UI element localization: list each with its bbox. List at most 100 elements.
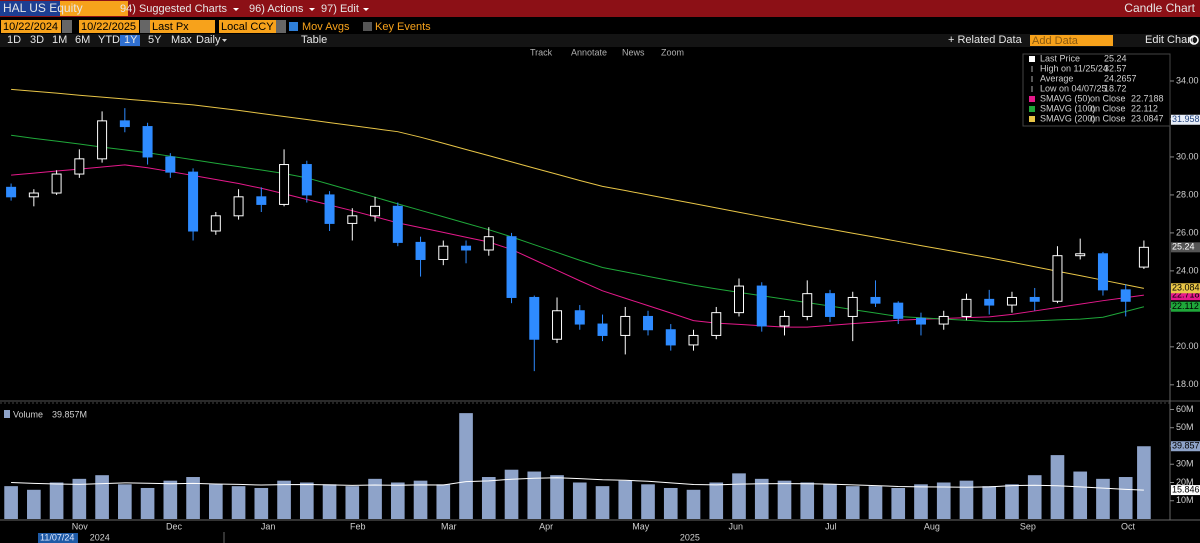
candle-body [51, 173, 62, 194]
candle-body [938, 315, 949, 325]
period-button[interactable]: 5Y [148, 34, 162, 46]
dropdown-arrow [363, 8, 369, 11]
chart-tool[interactable]: Zoom [661, 47, 684, 57]
x-tick-label: Dec [166, 521, 183, 531]
candle-body [847, 296, 858, 317]
candle-body [1120, 289, 1131, 302]
volume-bar [550, 475, 564, 519]
candle-body [711, 312, 722, 336]
candle-body [824, 293, 835, 317]
volume-bar [686, 489, 701, 519]
y-tick-label: 10M [1176, 495, 1194, 505]
legend-value: 25.24 [1104, 53, 1127, 63]
date-picker[interactable] [62, 20, 72, 33]
edit-chart[interactable]: Edit Chart [1145, 34, 1194, 46]
volume-bar [868, 486, 883, 519]
legend-value: 18.72 [1104, 83, 1127, 93]
mov-avgs[interactable]: Mov Avgs [302, 21, 350, 33]
field-input[interactable] [150, 20, 215, 33]
menu[interactable]: 94) Suggested Charts [120, 3, 228, 15]
volume-bar [459, 413, 473, 519]
period-button[interactable]: 6M [75, 34, 90, 46]
candle-body [915, 317, 926, 325]
legend-value: 23.0847 [1131, 113, 1164, 123]
ticker-box[interactable] [0, 1, 60, 16]
ticker[interactable]: HAL US Equity [3, 1, 83, 15]
menu[interactable]: 97) Edit [321, 3, 359, 15]
checkbox[interactable] [363, 22, 372, 31]
period-button[interactable]: YTD [98, 34, 120, 46]
currency[interactable]: Local CCY [221, 21, 274, 33]
settings-icon[interactable] [1189, 35, 1199, 45]
add-data-input[interactable] [1030, 35, 1113, 46]
legend-swatch [1029, 106, 1035, 112]
period-button[interactable]: 3D [30, 34, 44, 46]
candle-body [1052, 255, 1063, 302]
year-label: 2024 [90, 532, 110, 542]
dropdown[interactable] [276, 20, 286, 33]
volume-bar [4, 486, 18, 519]
legend-note: on Close [1090, 93, 1126, 103]
volume-bar [299, 482, 314, 519]
price-field[interactable]: Last Px [152, 21, 189, 33]
date-picker[interactable] [140, 20, 150, 33]
period-button[interactable]: Max [171, 34, 192, 46]
table-button[interactable]: Table [301, 34, 327, 46]
candle-body [802, 293, 813, 317]
period-button[interactable]: 1M [52, 34, 67, 46]
end-date[interactable]: 10/22/2025 [81, 21, 136, 33]
menu[interactable]: 96) Actions [249, 3, 304, 15]
candle-body [165, 156, 176, 173]
candle-body [688, 334, 699, 346]
moving-average [11, 88, 1144, 289]
legend-value: 22.7188 [1131, 93, 1164, 103]
period-button[interactable]: 1D [7, 34, 21, 46]
axis-badge-label: 39.857M [1172, 441, 1200, 451]
y-tick-label: 26.00 [1176, 227, 1199, 237]
legend-label: Last Price [1040, 53, 1080, 63]
ticker-input[interactable] [60, 1, 128, 16]
axis-badge [1171, 242, 1200, 253]
volume-bar [208, 484, 223, 519]
chart-tool[interactable]: Annotate [571, 47, 607, 57]
volume-bar [140, 487, 155, 519]
y-tick-label: 18.00 [1176, 379, 1199, 389]
volume-bar [891, 487, 906, 519]
candle-body [415, 241, 426, 260]
y-tick-label: 34.00 [1176, 75, 1199, 85]
volume-icon [4, 410, 10, 418]
add-data[interactable]: Add Data [1032, 35, 1079, 47]
volume-bar [732, 473, 746, 519]
chart-tool[interactable]: News [622, 47, 645, 57]
candle-body [210, 215, 221, 232]
frequency[interactable]: Daily [196, 34, 221, 46]
period-button[interactable]: 1Y [124, 34, 138, 46]
date-input[interactable] [79, 20, 139, 33]
volume-bar [572, 482, 587, 519]
axis-badge-label: 22.112 [1172, 301, 1199, 311]
volume-bar [914, 484, 928, 519]
candle-body [529, 296, 540, 340]
volume-bar [163, 480, 178, 519]
candle-body [1075, 253, 1086, 257]
checkbox[interactable] [289, 22, 298, 31]
y-tick-label: 20.00 [1176, 341, 1199, 351]
volume-bar [1137, 446, 1151, 519]
legend-swatch [1029, 56, 1035, 62]
volume-bar [1027, 475, 1042, 519]
key-events[interactable]: Key Events [375, 21, 431, 33]
start-date[interactable]: 10/22/2024 [3, 21, 58, 33]
candle-body [734, 285, 745, 314]
axis-badge-label: 22.7188 [1172, 290, 1200, 300]
candle-body [438, 245, 449, 260]
volume-bar [254, 487, 269, 519]
date-input[interactable] [1, 20, 61, 33]
chart-tool[interactable]: Track [530, 47, 553, 57]
volume-bar [936, 482, 951, 519]
x-tick-label: Oct [1121, 521, 1136, 531]
currency-input[interactable] [219, 20, 283, 33]
x-tick-label: Mar [441, 521, 457, 531]
related-data[interactable]: + Related Data [948, 34, 1023, 46]
candle-body [256, 196, 267, 205]
